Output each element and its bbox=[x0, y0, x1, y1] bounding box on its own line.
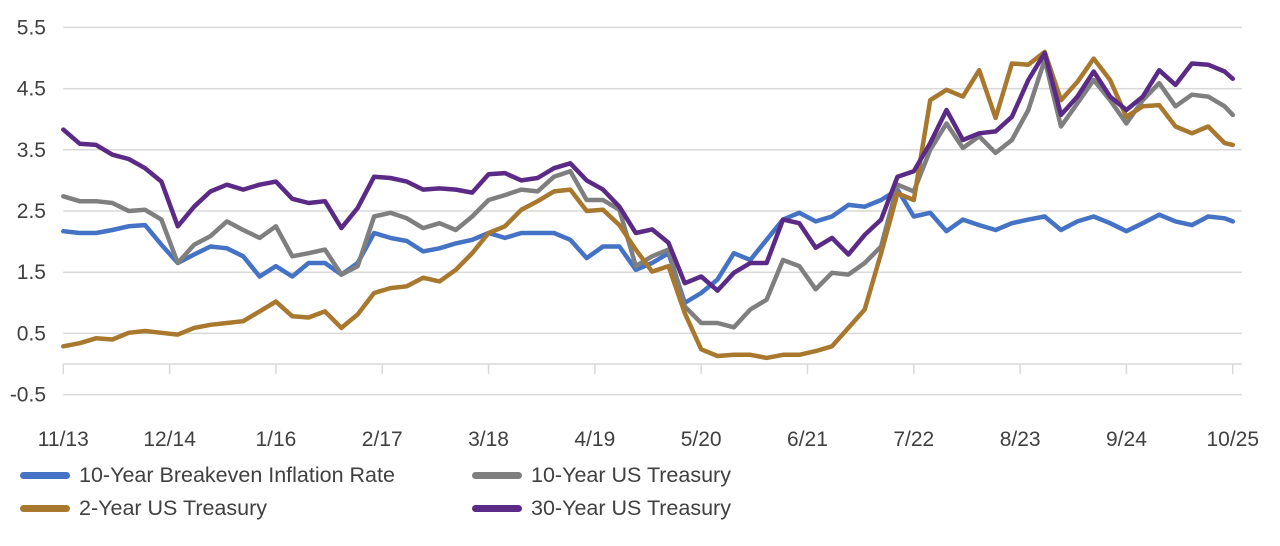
gridlines bbox=[63, 26, 1242, 396]
y-tick-label: 5.5 bbox=[17, 16, 46, 39]
x-tick-label: 6/21 bbox=[787, 428, 828, 451]
y-tick-label: -0.5 bbox=[10, 384, 46, 407]
x-tick-label: 5/20 bbox=[681, 428, 722, 451]
series-line-30y-treasury bbox=[61, 50, 1236, 293]
series-line-breakeven bbox=[61, 187, 1236, 306]
y-tick-label: 1.5 bbox=[17, 261, 46, 284]
legend-item-2y: 2-Year US Treasury bbox=[20, 495, 472, 521]
x-tick-label: 10/25 bbox=[1206, 428, 1259, 451]
legend-swatch-30y bbox=[472, 504, 522, 512]
legend-label: 2-Year US Treasury bbox=[79, 495, 268, 520]
y-tick-label: 0.5 bbox=[17, 322, 46, 345]
legend-label: 10-Year Breakeven Inflation Rate bbox=[79, 462, 395, 487]
x-tick-label: 8/23 bbox=[1000, 428, 1041, 451]
y-axis-tick-labels: 5.5 4.5 3.5 2.5 1.5 0.5 -0.5 bbox=[10, 16, 46, 406]
x-tick-label: 1/16 bbox=[255, 428, 296, 451]
x-tick-label: 12/14 bbox=[143, 428, 196, 451]
x-tick-label: 9/24 bbox=[1106, 428, 1147, 451]
legend-swatch-2y bbox=[20, 504, 70, 512]
legend-item-30y: 30-Year US Treasury bbox=[472, 495, 872, 521]
y-tick-label: 4.5 bbox=[17, 78, 46, 101]
x-axis: 11/13 12/14 1/16 2/17 3/18 4/19 5/20 6/21 7/22 8/… bbox=[38, 363, 1259, 451]
x-tick-label: 3/18 bbox=[468, 428, 509, 451]
y-tick-label: 2.5 bbox=[17, 200, 46, 223]
x-tick-label: 11/13 bbox=[38, 428, 89, 451]
x-tick-label: 7/22 bbox=[893, 428, 934, 451]
legend-item-10y: 10-Year US Treasury bbox=[472, 462, 872, 488]
legend-label: 30-Year US Treasury bbox=[531, 495, 731, 520]
legend-swatch-breakeven bbox=[20, 471, 70, 479]
legend-swatch-10y bbox=[472, 471, 522, 479]
legend-label: 10-Year US Treasury bbox=[531, 462, 731, 487]
legend: 10-Year Breakeven Inflation Rate 10-Year… bbox=[20, 462, 872, 521]
x-tick-label: 2/17 bbox=[362, 428, 403, 451]
x-tick-label: 4/19 bbox=[574, 428, 615, 451]
y-tick-label: 3.5 bbox=[17, 139, 46, 162]
legend-item-breakeven: 10-Year Breakeven Inflation Rate bbox=[20, 462, 472, 488]
series-lines bbox=[61, 49, 1236, 361]
